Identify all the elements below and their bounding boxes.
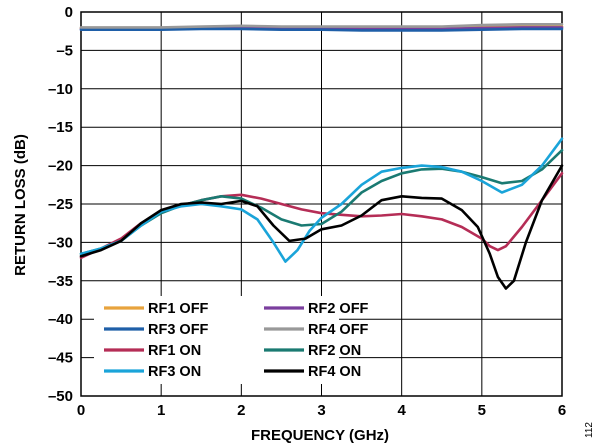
- legend-label: RF3 ON: [148, 364, 201, 380]
- figure-id: 112: [584, 422, 595, 438]
- axis-labels: FREQUENCY (GHz) RETURN LOSS (dB) 112: [12, 134, 595, 444]
- x-tick-label: 2: [237, 402, 245, 419]
- x-axis-title: FREQUENCY (GHz): [251, 427, 389, 444]
- legend-label: RF1 OFF: [148, 301, 209, 317]
- y-tick-label: –35: [48, 273, 73, 290]
- y-tick-label: –15: [48, 119, 73, 136]
- legend-label: RF4 ON: [308, 364, 361, 380]
- y-axis-title: RETURN LOSS (dB): [12, 134, 29, 276]
- legend-label: RF1 ON: [148, 343, 201, 359]
- y-tick-label: –5: [56, 42, 73, 59]
- y-tick-label: –45: [48, 350, 73, 367]
- legend-label: RF2 ON: [308, 343, 361, 359]
- y-tick-label: 0: [65, 4, 73, 21]
- y-tick-label: –40: [48, 311, 73, 328]
- x-tick-label: 0: [77, 402, 85, 419]
- x-tick-label: 6: [558, 402, 566, 419]
- legend-label: RF3 OFF: [148, 322, 209, 338]
- y-tick-label: –10: [48, 81, 73, 98]
- legend-label: RF4 OFF: [308, 322, 369, 338]
- y-tick-label: –20: [48, 158, 73, 175]
- legend: RF1 OFF RF2 OFF RF3 OFF RF4 OFF RF1 ON RF2 ON…: [94, 296, 369, 384]
- series-line-rf3-off: [81, 29, 562, 31]
- y-tick-label: –25: [48, 196, 73, 213]
- x-tick-label: 4: [397, 402, 406, 419]
- y-tick-label: –50: [48, 388, 73, 405]
- legend-label: RF2 OFF: [308, 301, 369, 317]
- x-tick-label: 5: [478, 402, 486, 419]
- x-tick-label: 1: [157, 402, 165, 419]
- x-tick-label: 3: [317, 402, 325, 419]
- y-tick-label: –30: [48, 234, 73, 251]
